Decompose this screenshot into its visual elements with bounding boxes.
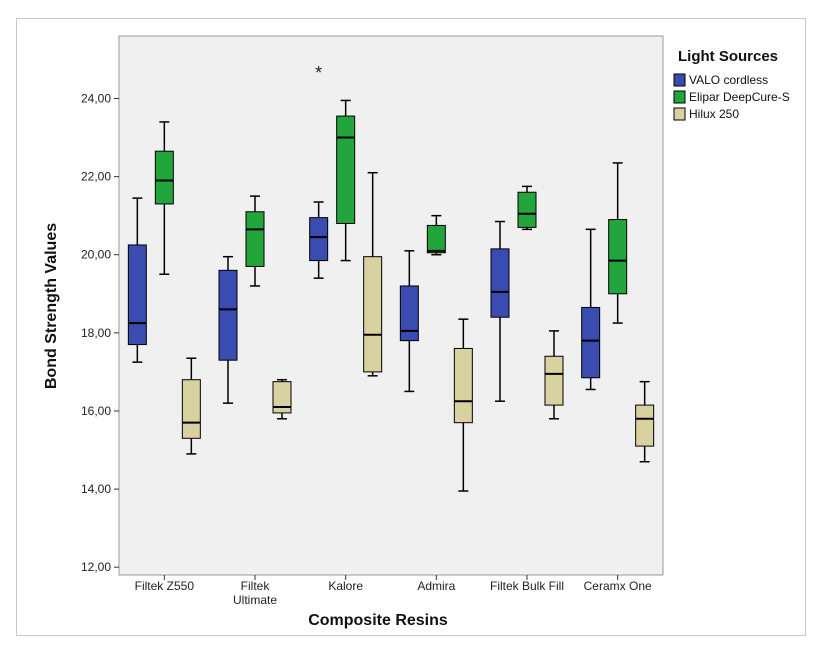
box-iqr xyxy=(127,244,147,346)
figure-frame xyxy=(16,18,806,636)
legend-swatch xyxy=(673,107,686,121)
box-iqr xyxy=(608,219,628,295)
legend-title: Light Sources xyxy=(678,48,778,65)
box-hilux-250 xyxy=(544,330,564,420)
box-iqr xyxy=(154,150,174,205)
box-elipar-deepcure-s xyxy=(517,185,537,231)
box-iqr xyxy=(517,191,537,228)
box-valo-cordless xyxy=(218,255,238,404)
box-hilux-250 xyxy=(453,318,473,492)
legend-swatch xyxy=(673,73,686,87)
box-elipar-deepcure-s xyxy=(245,195,265,287)
legend-label: Elipar DeepCure-S xyxy=(689,90,790,104)
box-series-group: * xyxy=(127,63,655,492)
x-tick-label: Kalore xyxy=(328,579,363,593)
box-iqr xyxy=(336,115,356,224)
y-axis-title: Bond Strength Values xyxy=(43,223,60,389)
y-tick-label: 12,00 xyxy=(81,560,111,574)
y-tick-label: 24,00 xyxy=(81,91,111,105)
box-iqr xyxy=(218,269,238,361)
box-valo-cordless xyxy=(399,250,419,393)
outlier-marker: * xyxy=(315,63,322,83)
box-iqr xyxy=(490,248,510,318)
box-elipar-deepcure-s xyxy=(426,214,446,256)
legend-label: Hilux 250 xyxy=(689,107,739,121)
y-tick-label: 22,00 xyxy=(81,170,111,184)
box-hilux-250 xyxy=(635,380,655,463)
legend: Light Sources VALO cordless Elipar DeepCu… xyxy=(673,48,790,121)
box-iqr xyxy=(453,347,473,424)
box-valo-cordless: * xyxy=(309,63,329,279)
legend-label: VALO cordless xyxy=(689,73,768,87)
y-axis: 12,00 14,00 16,00 18,00 20,00 22,00 24,00 xyxy=(81,91,119,574)
plot-area xyxy=(118,35,664,576)
x-tick-label: Ultimate xyxy=(233,593,277,607)
box-valo-cordless xyxy=(581,228,601,391)
box-iqr xyxy=(181,379,201,439)
box-iqr xyxy=(581,306,601,379)
x-tick-label: Filtek Z550 xyxy=(135,579,195,593)
y-tick-label: 14,00 xyxy=(81,482,111,496)
box-iqr xyxy=(245,211,265,267)
box-iqr xyxy=(544,355,564,406)
x-tick-label: Admira xyxy=(417,579,455,593)
box-elipar-deepcure-s xyxy=(608,162,628,324)
box-elipar-deepcure-s xyxy=(154,121,174,276)
y-tick-label: 16,00 xyxy=(81,404,111,418)
box-iqr xyxy=(635,404,655,447)
box-iqr xyxy=(426,224,446,254)
legend-swatch xyxy=(673,90,686,104)
box-valo-cordless xyxy=(127,197,147,363)
box-elipar-deepcure-s xyxy=(336,99,356,262)
y-tick-label: 20,00 xyxy=(81,248,111,262)
x-tick-label: Filtek xyxy=(241,579,271,593)
x-tick-label: Ceramx One xyxy=(584,579,652,593)
box-iqr xyxy=(399,285,419,342)
box-iqr xyxy=(309,217,329,262)
box-valo-cordless xyxy=(490,220,510,402)
box-hilux-250 xyxy=(363,171,383,377)
box-hilux-250 xyxy=(181,357,201,455)
x-axis-title: Composite Resins xyxy=(308,612,448,629)
box-iqr xyxy=(272,381,292,414)
y-tick-label: 18,00 xyxy=(81,326,111,340)
box-hilux-250 xyxy=(272,378,292,420)
box-iqr xyxy=(363,256,383,373)
x-tick-label: Filtek Bulk Fill xyxy=(490,579,564,593)
